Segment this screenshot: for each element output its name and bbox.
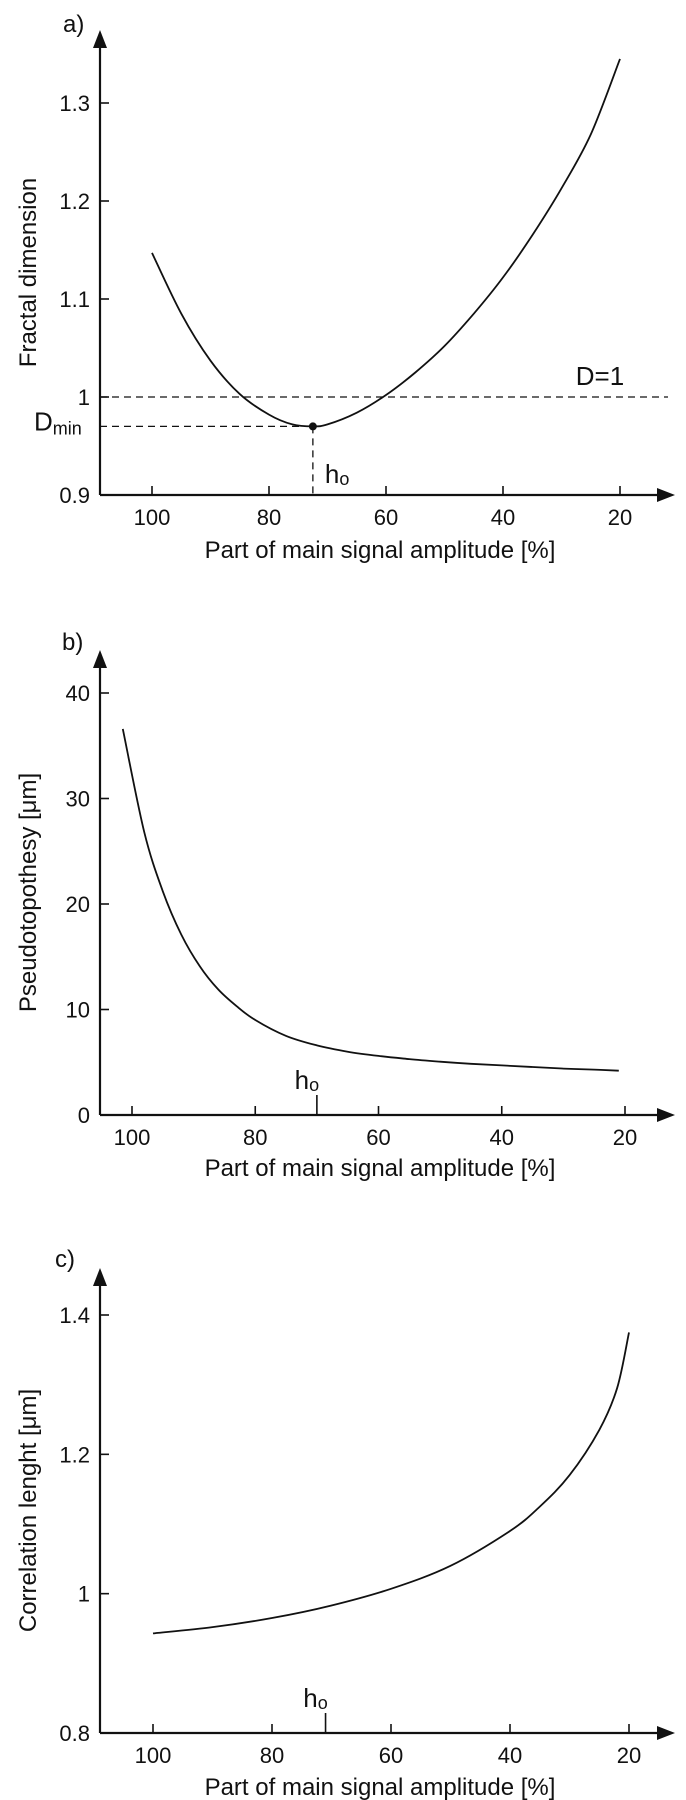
ho-marker-label: ho bbox=[295, 1065, 319, 1095]
y-tick-label: 10 bbox=[66, 998, 90, 1023]
x-tick-label: 100 bbox=[134, 505, 171, 530]
y-tick-label: 1.2 bbox=[59, 189, 90, 214]
x-tick-label: 20 bbox=[617, 1743, 641, 1768]
ho-marker-label-main: h bbox=[295, 1065, 309, 1095]
y-tick-label: 1 bbox=[78, 385, 90, 410]
x-axis-label: Part of main signal amplitude [%] bbox=[205, 1774, 556, 1800]
x-axis-arrow bbox=[657, 488, 675, 502]
x-tick-label: 20 bbox=[608, 505, 632, 530]
x-tick-label: 40 bbox=[498, 1743, 522, 1768]
x-tick-label: 80 bbox=[257, 505, 281, 530]
series-line bbox=[152, 1332, 630, 1635]
chart-panel-b: 100 80 60 40 20 0 10 20 30 40 b) Part of main signa… bbox=[15, 629, 675, 1182]
series-line bbox=[151, 58, 621, 428]
x-tick-label: 100 bbox=[114, 1125, 151, 1150]
ho-marker-label-main: h bbox=[303, 1683, 317, 1713]
x-axis-arrow bbox=[657, 1108, 675, 1122]
x-tick-label: 60 bbox=[366, 1125, 390, 1150]
ho-marker-label: ho bbox=[303, 1683, 327, 1713]
min-y-label: Dmin bbox=[34, 406, 82, 438]
chart-panel-a: 100 80 60 40 20 0.9 1 1.1 1.2 1.3 a) Part of main s… bbox=[15, 11, 675, 564]
y-tick-label: 0.9 bbox=[59, 483, 90, 508]
x-tick-label: 100 bbox=[135, 1743, 172, 1768]
min-y-label-main: D bbox=[34, 406, 53, 436]
y-tick-label: 40 bbox=[66, 681, 90, 706]
y-axis-arrow bbox=[93, 1268, 107, 1286]
y-tick-label: 0 bbox=[78, 1103, 90, 1128]
x-tick-label: 80 bbox=[243, 1125, 267, 1150]
y-tick-label: 20 bbox=[66, 892, 90, 917]
x-tick-label: 20 bbox=[613, 1125, 637, 1150]
x-axis-arrow bbox=[657, 1726, 675, 1740]
series-line bbox=[121, 728, 619, 1072]
y-tick-label: 1.4 bbox=[59, 1303, 90, 1328]
y-tick-label: 1.1 bbox=[59, 287, 90, 312]
panel-label: c) bbox=[55, 1246, 75, 1273]
x-tick-label: 60 bbox=[379, 1743, 403, 1768]
reference-line-label: D=1 bbox=[576, 361, 624, 391]
y-axis-arrow bbox=[93, 650, 107, 668]
y-tick-label: 30 bbox=[66, 787, 90, 812]
ho-marker-label-sub: o bbox=[309, 1075, 319, 1095]
chart-panel-c: 100 80 60 40 20 0.8 1 1.2 1.4 c) Part of main sign… bbox=[15, 1246, 675, 1800]
y-axis-arrow bbox=[93, 30, 107, 48]
x-tick-label: 60 bbox=[374, 505, 398, 530]
panel-label: b) bbox=[62, 629, 83, 656]
min-point bbox=[308, 422, 317, 431]
y-axis-label: Correlation lenght [μm] bbox=[15, 1389, 42, 1632]
panel-label: a) bbox=[63, 11, 84, 38]
ho-marker-label-sub: o bbox=[318, 1693, 328, 1713]
x-axis-label: Part of main signal amplitude [%] bbox=[205, 1155, 556, 1182]
min-x-label: ho bbox=[325, 459, 349, 489]
y-tick-label: 1.2 bbox=[59, 1442, 90, 1467]
x-tick-label: 40 bbox=[490, 1125, 514, 1150]
y-axis-label: Fractal dimension bbox=[15, 178, 42, 367]
y-tick-label: 1.3 bbox=[59, 91, 90, 116]
y-tick-label: 1 bbox=[78, 1582, 90, 1607]
y-tick-label: 0.8 bbox=[59, 1721, 90, 1746]
min-y-label-sub: min bbox=[53, 418, 82, 438]
min-x-label-sub: o bbox=[339, 469, 349, 489]
x-tick-label: 80 bbox=[260, 1743, 284, 1768]
min-x-label-main: h bbox=[325, 459, 339, 489]
x-tick-label: 40 bbox=[491, 505, 515, 530]
x-axis-label: Part of main signal amplitude [%] bbox=[205, 537, 556, 564]
y-axis-label: Pseudotopothesy [μm] bbox=[15, 773, 42, 1012]
